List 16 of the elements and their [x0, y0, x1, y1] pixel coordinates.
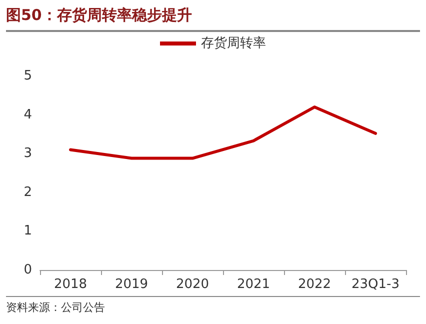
- x-tick-label: 2018: [54, 277, 88, 292]
- y-tick-label: 1: [24, 224, 32, 239]
- line-series: [69, 106, 377, 160]
- x-tick-label: 2022: [298, 277, 332, 292]
- y-tick-label: 3: [24, 146, 32, 162]
- y-tick-label: 0: [24, 262, 32, 278]
- x-tick-label: 23Q1-3: [351, 277, 400, 292]
- x-tick-label: 2020: [176, 277, 210, 292]
- chart-title: 图50：存货周转率稳步提升: [6, 0, 420, 32]
- y-tick-label: 5: [24, 68, 32, 84]
- legend-label: 存货周转率: [201, 35, 266, 51]
- y-tick-label: 2: [24, 184, 32, 200]
- y-tick-label: 4: [24, 107, 32, 122]
- x-tick-label: 2019: [114, 277, 148, 292]
- text: 资料来源：公司公告: [6, 301, 105, 314]
- x-tick-label: 2021: [236, 277, 270, 292]
